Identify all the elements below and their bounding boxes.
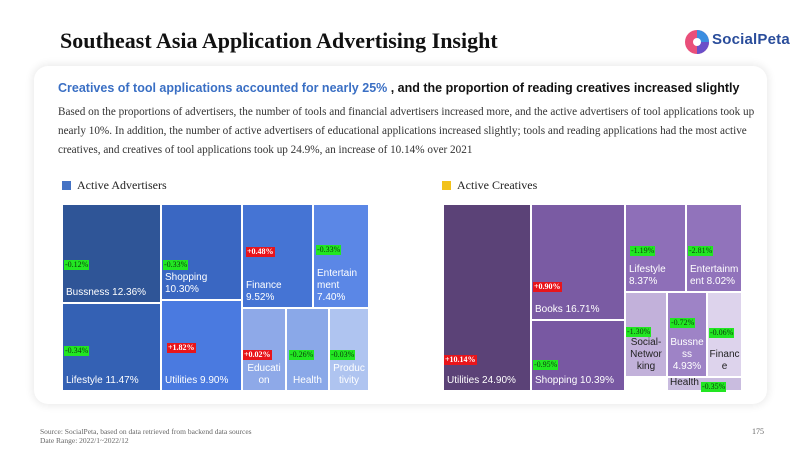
tile-label: Utilities 9.90% — [165, 375, 229, 386]
treemap-tile-productivity: Produc tivity — [329, 308, 369, 391]
treemap-tile-shopping: Shopping 10.30% — [161, 204, 242, 300]
treemap-tile-books: Books 16.71% — [531, 204, 625, 320]
tile-label: Finance 9.52% — [246, 280, 282, 303]
change-badge: +0.02% — [243, 350, 272, 360]
change-badge: +1.82% — [167, 343, 196, 353]
change-badge: +10.14% — [444, 355, 477, 365]
tile-label: Utilities 24.90% — [447, 375, 516, 386]
treemap-active-creatives: Utilities 24.90% +10.14% Books 16.71% +0.90… — [443, 204, 742, 392]
change-badge: -2.81% — [688, 246, 714, 256]
treemap-tile-education: Educati on — [242, 308, 286, 391]
treemap-active-advertisers: Bussness 12.36% -0.12% Lifestyle 11.47% -0.… — [62, 204, 369, 391]
headline: Creatives of tool applications accounted… — [58, 81, 739, 95]
tile-label: Social- Networ king — [630, 337, 662, 372]
change-badge: -0.35% — [701, 382, 727, 392]
tile-label: Shopping 10.39% — [535, 375, 614, 386]
change-badge: -0.33% — [316, 245, 342, 255]
tile-label: Health — [670, 377, 699, 388]
change-badge: -0.03% — [330, 350, 356, 360]
tile-label: Educati on — [247, 363, 281, 386]
socialpeta-logo-icon — [685, 30, 709, 54]
change-badge: -1.19% — [630, 246, 656, 256]
logo: SocialPeta — [684, 27, 790, 57]
headline-rest: , and the proportion of reading creative… — [387, 81, 740, 95]
tile-label: Bussne ss 4.93% — [670, 337, 704, 372]
legend-label: Active Creatives — [457, 178, 538, 192]
legend-label: Active Advertisers — [77, 178, 167, 192]
page-number: 175 — [752, 427, 764, 436]
footer-source: Source: SocialPeta, based on data retrie… — [40, 427, 252, 445]
page-title: Southeast Asia Application Advertising I… — [60, 28, 498, 53]
tile-label: Shopping 10.30% — [165, 272, 208, 295]
tile-label: Financ e — [709, 349, 740, 372]
treemap-tile-utilities: Utilities 24.90% — [443, 204, 531, 391]
change-badge: -0.26% — [289, 350, 315, 360]
change-badge: -0.06% — [709, 328, 735, 338]
treemap-tile-shopping: Shopping 10.39% — [531, 320, 625, 391]
change-badge: +0.90% — [533, 282, 562, 292]
legend-swatch — [62, 181, 71, 190]
source-text: Source: SocialPeta, based on data retrie… — [40, 427, 252, 436]
legend-advertisers: Active Advertisers — [62, 178, 167, 193]
tile-label: Lifestyle 11.47% — [66, 375, 139, 386]
tile-label: Entertain ment 7.40% — [317, 268, 358, 303]
tile-label: Produc tivity — [333, 363, 365, 386]
tile-label: Entertainm ent 8.02% — [690, 264, 739, 287]
treemap-tile-bussness: Bussness 12.36% — [62, 204, 161, 303]
legend-creatives: Active Creatives — [442, 178, 537, 193]
change-badge: -1.30% — [626, 327, 652, 337]
treemap-tile-health: Health — [286, 308, 329, 391]
tile-label: Lifestyle 8.37% — [629, 264, 666, 287]
description: Based on the proportions of advertisers,… — [58, 106, 755, 156]
treemap-tile-bussness: Bussne ss 4.93% — [667, 292, 707, 377]
tile-label: Health — [293, 375, 322, 386]
headline-highlight: Creatives of tool applications accounted… — [58, 81, 388, 95]
logo-text: SocialPeta — [712, 31, 790, 48]
change-badge: +0.48% — [246, 247, 275, 257]
tile-label: Bussness 12.36% — [66, 287, 147, 298]
change-badge: -0.12% — [64, 260, 90, 270]
date-range-text: Date Range: 2022/1~2022/12 — [40, 436, 129, 445]
change-badge: -0.33% — [163, 260, 189, 270]
tile-label: Books 16.71% — [535, 304, 600, 315]
change-badge: -0.34% — [64, 346, 90, 356]
change-badge: -0.95% — [533, 360, 559, 370]
treemap-tile-entertainment: Entertain ment 7.40% — [313, 204, 369, 308]
legend-swatch — [442, 181, 451, 190]
change-badge: -0.72% — [670, 318, 696, 328]
